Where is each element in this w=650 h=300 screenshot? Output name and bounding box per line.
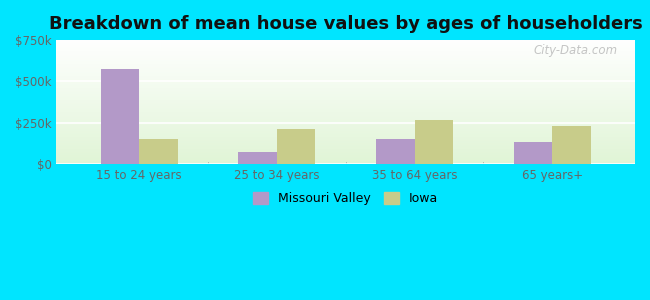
- Text: City-Data.com: City-Data.com: [534, 44, 618, 57]
- Bar: [552, 126, 591, 164]
- Bar: [415, 120, 453, 164]
- Bar: [514, 142, 552, 164]
- Legend: Missouri Valley, Iowa: Missouri Valley, Iowa: [248, 187, 443, 210]
- Bar: [139, 139, 177, 164]
- Bar: [101, 69, 139, 164]
- Title: Breakdown of mean house values by ages of householders: Breakdown of mean house values by ages o…: [49, 15, 643, 33]
- Bar: [277, 130, 315, 164]
- Bar: [376, 139, 415, 164]
- Bar: [239, 152, 277, 164]
